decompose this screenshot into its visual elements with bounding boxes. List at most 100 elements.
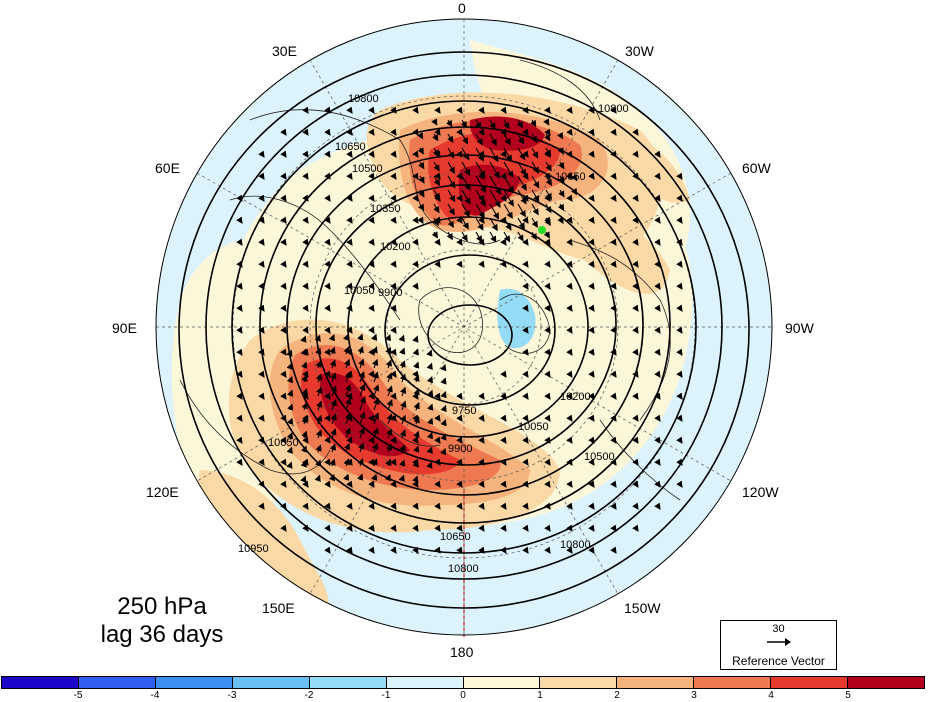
flux-vector xyxy=(566,304,573,312)
flux-vector xyxy=(434,194,441,202)
flux-vector xyxy=(503,189,514,207)
flux-vector xyxy=(566,150,573,158)
flux-vector xyxy=(522,172,529,180)
flux-vector xyxy=(358,427,365,439)
flux-vector xyxy=(522,392,529,400)
flux-vector xyxy=(460,119,467,129)
flux-vector xyxy=(434,392,441,400)
contour-label: 10050 xyxy=(344,285,375,297)
flux-vector xyxy=(324,282,331,290)
flux-vector xyxy=(610,326,617,334)
flux-vector xyxy=(588,304,595,312)
flux-vector xyxy=(654,480,661,488)
flux-vector xyxy=(461,161,471,176)
flux-vector xyxy=(390,260,397,268)
flux-vector xyxy=(446,231,453,241)
flux-vector xyxy=(258,260,265,268)
colorbar-segment xyxy=(386,677,464,688)
flux-vector xyxy=(412,436,419,444)
flux-vector xyxy=(544,128,551,136)
colorbar-tick-label: 3 xyxy=(691,690,697,701)
flux-vector xyxy=(426,349,433,357)
flux-vector xyxy=(478,106,485,114)
flux-vector xyxy=(302,326,309,334)
flux-vector xyxy=(654,172,661,180)
flux-vector xyxy=(434,458,441,466)
flux-vector xyxy=(489,161,500,179)
flux-vector xyxy=(544,348,551,356)
flux-vector xyxy=(588,458,595,466)
contour-label: 10050 xyxy=(518,421,549,433)
flux-vector xyxy=(302,436,309,444)
flux-vector xyxy=(258,326,265,334)
flux-vector xyxy=(489,175,502,195)
flux-vector xyxy=(368,150,375,158)
flux-vector xyxy=(324,370,331,378)
flux-vector xyxy=(346,546,353,554)
flux-vector xyxy=(384,334,392,342)
flux-vector xyxy=(632,370,639,378)
flux-vector xyxy=(522,524,529,532)
flux-vector xyxy=(461,189,471,205)
flux-vector xyxy=(372,427,379,439)
flux-vector xyxy=(346,392,353,400)
flux-vector xyxy=(400,414,407,425)
flux-vector xyxy=(544,480,551,488)
flux-vector xyxy=(412,282,419,290)
flux-vector xyxy=(384,474,392,482)
flux-vector xyxy=(456,150,463,158)
flux-vector xyxy=(517,217,525,230)
flux-vector xyxy=(373,397,380,411)
flux-vector xyxy=(368,106,375,114)
flux-vector xyxy=(654,326,661,334)
flux-vector xyxy=(632,238,639,246)
flux-vector xyxy=(522,260,529,268)
flux-vector xyxy=(236,414,243,422)
flux-vector xyxy=(346,282,353,290)
flux-vector xyxy=(544,304,551,312)
flux-vector xyxy=(566,238,573,246)
flux-vector xyxy=(610,546,617,554)
flux-vector xyxy=(676,348,683,356)
flux-vector xyxy=(286,446,293,454)
flux-vector xyxy=(258,458,265,466)
flux-vector xyxy=(566,260,573,268)
flux-vector xyxy=(412,348,419,356)
flux-vector xyxy=(300,475,307,483)
flux-vector xyxy=(390,304,397,312)
flux-vector xyxy=(258,304,265,312)
flux-vector xyxy=(434,238,441,246)
flux-vector xyxy=(588,480,595,488)
flux-vector xyxy=(324,480,331,488)
flux-vector xyxy=(522,150,529,158)
flux-vector xyxy=(588,414,595,422)
flux-vector xyxy=(676,194,683,202)
flux-vector xyxy=(447,175,456,189)
flux-vector xyxy=(368,414,375,422)
flux-vector xyxy=(280,458,287,466)
flux-vector xyxy=(346,480,353,488)
flux-vector xyxy=(558,175,565,184)
flux-vector xyxy=(558,189,565,198)
flux-vector xyxy=(522,546,529,554)
flux-vector xyxy=(447,189,456,203)
flux-vector xyxy=(522,282,529,290)
flux-vector xyxy=(632,436,639,444)
flux-vector xyxy=(368,458,375,466)
flux-vector xyxy=(412,172,419,180)
flux-vector xyxy=(431,118,438,126)
flux-vector xyxy=(588,436,595,444)
flux-vector xyxy=(456,260,463,268)
flux-vector xyxy=(632,150,639,158)
flux-vector xyxy=(434,480,441,488)
flux-vector xyxy=(522,194,529,202)
colorbar-segment xyxy=(2,677,79,688)
flux-vector xyxy=(475,133,483,146)
flux-vector xyxy=(324,326,331,334)
flux-vector xyxy=(236,260,243,268)
flux-vector xyxy=(412,128,419,136)
flux-vector xyxy=(412,475,419,483)
flux-vector xyxy=(654,502,661,510)
flux-vector xyxy=(324,150,331,158)
flux-vector xyxy=(676,282,683,290)
